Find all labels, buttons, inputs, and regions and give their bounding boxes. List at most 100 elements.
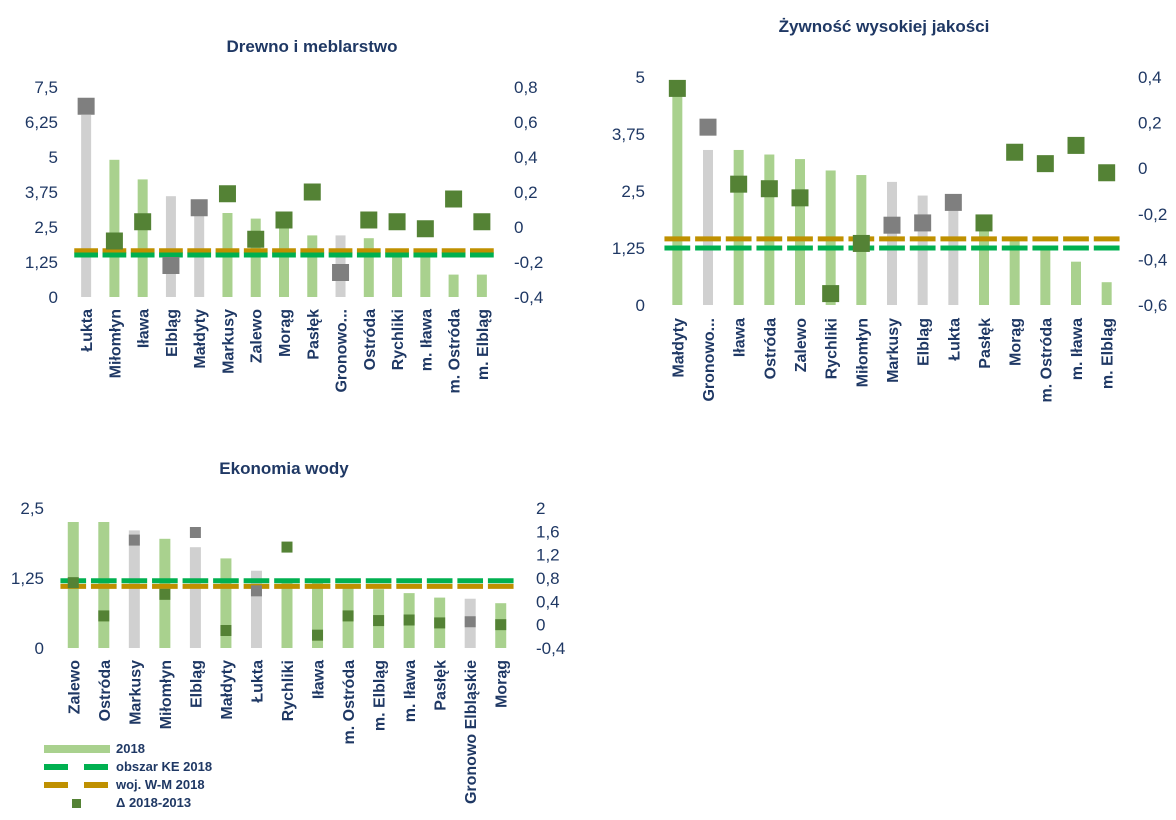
right-tick-label: -0,6 (1138, 296, 1167, 315)
right-tick-label: 0,6 (514, 113, 538, 132)
bar-2018 (109, 159, 120, 297)
category-label: Elbląg (188, 660, 205, 708)
delta-marker (914, 214, 932, 232)
left-tick-label: 1,25 (612, 239, 645, 258)
legend-label-2018: 2018 (116, 741, 145, 756)
delta-marker (275, 211, 293, 229)
delta-marker (190, 199, 208, 217)
delta-marker (730, 175, 748, 193)
delta-marker (416, 220, 434, 238)
bar-2018 (220, 558, 232, 648)
right-tick-label: -0,4 (514, 288, 543, 307)
delta-marker (218, 185, 236, 203)
delta-marker (332, 264, 350, 281)
category-label: Pasłęk (977, 318, 994, 369)
bar-2018 (1101, 282, 1112, 305)
right-tick-label: -0,2 (514, 253, 543, 272)
category-label: m. Elbląg (1100, 318, 1117, 389)
bar-2018 (279, 224, 289, 297)
left-tick-label: 2,5 (621, 182, 645, 201)
right-tick-label: 0,4 (514, 148, 538, 167)
delta-marker (250, 585, 262, 597)
delta-marker (1036, 155, 1054, 173)
legend-label-delta: Δ 2018-2013 (116, 795, 192, 810)
right-tick-label: -0,4 (536, 639, 565, 658)
category-label: Zalewo (249, 309, 266, 363)
delta-marker (77, 97, 95, 115)
delta-marker (128, 534, 140, 546)
bar-2018 (948, 200, 959, 305)
right-tick-label: 0,2 (1138, 114, 1162, 133)
right-tick-label: 1,2 (536, 546, 560, 565)
chart-title-drewno: Drewno i meblarstwo (227, 37, 398, 56)
category-label: Rychliki (390, 309, 407, 370)
bar-2018 (392, 252, 403, 297)
category-label: m. Ostróda (1038, 318, 1055, 403)
delta-marker (373, 615, 385, 627)
bar-2018 (703, 149, 713, 305)
delta-marker (342, 610, 354, 622)
category-label: Rychliki (824, 318, 841, 379)
right-tick-label: 0 (536, 616, 545, 635)
bar-2018 (672, 83, 683, 305)
legend-swatch-dash-green (44, 761, 110, 773)
delta-marker (434, 617, 446, 629)
category-label: Elbląg (164, 309, 181, 357)
category-label: m. Elbląg (475, 309, 492, 380)
category-label: Ostróda (97, 660, 114, 721)
bar-2018 (281, 579, 293, 648)
legend-item-delta: Δ 2018-2013 (44, 794, 212, 811)
bar-2018 (979, 225, 989, 305)
delta-marker (134, 213, 152, 231)
delta-marker (464, 616, 476, 628)
right-tick-label: 0,4 (1138, 68, 1162, 87)
delta-marker (388, 213, 406, 231)
delta-marker (791, 189, 809, 207)
bar-2018 (1071, 261, 1081, 305)
right-tick-label: 2 (536, 499, 545, 518)
category-label: Morąg (1008, 318, 1025, 366)
left-tick-label: 3,75 (612, 125, 645, 144)
bar-2018 (795, 159, 805, 305)
bar-2018 (165, 196, 176, 297)
category-label: Małdyty (192, 309, 209, 369)
bar-2018 (448, 274, 459, 297)
left-tick-label: 5 (49, 148, 58, 167)
category-label: m. Iława (1069, 318, 1086, 380)
chart-title-zywnosc: Żywność wysokiej jakości (779, 17, 990, 36)
legend-label-obszar-ke: obszar KE 2018 (116, 759, 213, 774)
legend-label-woj-wm: woj. W-M 2018 (116, 777, 205, 792)
delta-marker (445, 190, 463, 208)
delta-marker (1098, 164, 1116, 182)
category-label: Iława (136, 309, 153, 348)
category-label: Gronowo... (334, 309, 351, 393)
category-label: Ostróda (362, 309, 379, 370)
left-tick-label: 3,75 (25, 183, 58, 202)
bar-2018 (887, 181, 897, 305)
left-tick-label: 1,25 (25, 253, 58, 272)
legend: 2018 obszar KE 2018 woj. W-M 2018 Δ 2018… (44, 740, 212, 812)
category-label: Morąg (494, 660, 511, 708)
right-tick-label: 0,2 (514, 183, 538, 202)
delta-marker (403, 614, 415, 626)
delta-marker (944, 193, 962, 211)
left-tick-label: 0 (35, 639, 44, 658)
right-tick-label: -0,4 (1138, 250, 1167, 269)
delta-marker (473, 213, 491, 231)
left-tick-label: 6,25 (25, 113, 58, 132)
right-tick-label: 0,8 (536, 569, 560, 588)
bar-2018 (250, 218, 261, 297)
right-tick-label: 0,4 (536, 592, 560, 611)
bar-2018 (420, 252, 431, 297)
delta-marker (303, 183, 321, 201)
right-tick-label: 0,8 (514, 78, 538, 97)
category-label: Ostróda (762, 318, 779, 379)
delta-marker (67, 577, 79, 589)
category-label: Morąg (277, 309, 294, 357)
delta-marker (760, 180, 778, 198)
bar-2018 (312, 579, 324, 648)
delta-marker (852, 234, 870, 252)
category-label: Iława (311, 660, 328, 699)
category-label: Gronowo... (701, 318, 718, 402)
